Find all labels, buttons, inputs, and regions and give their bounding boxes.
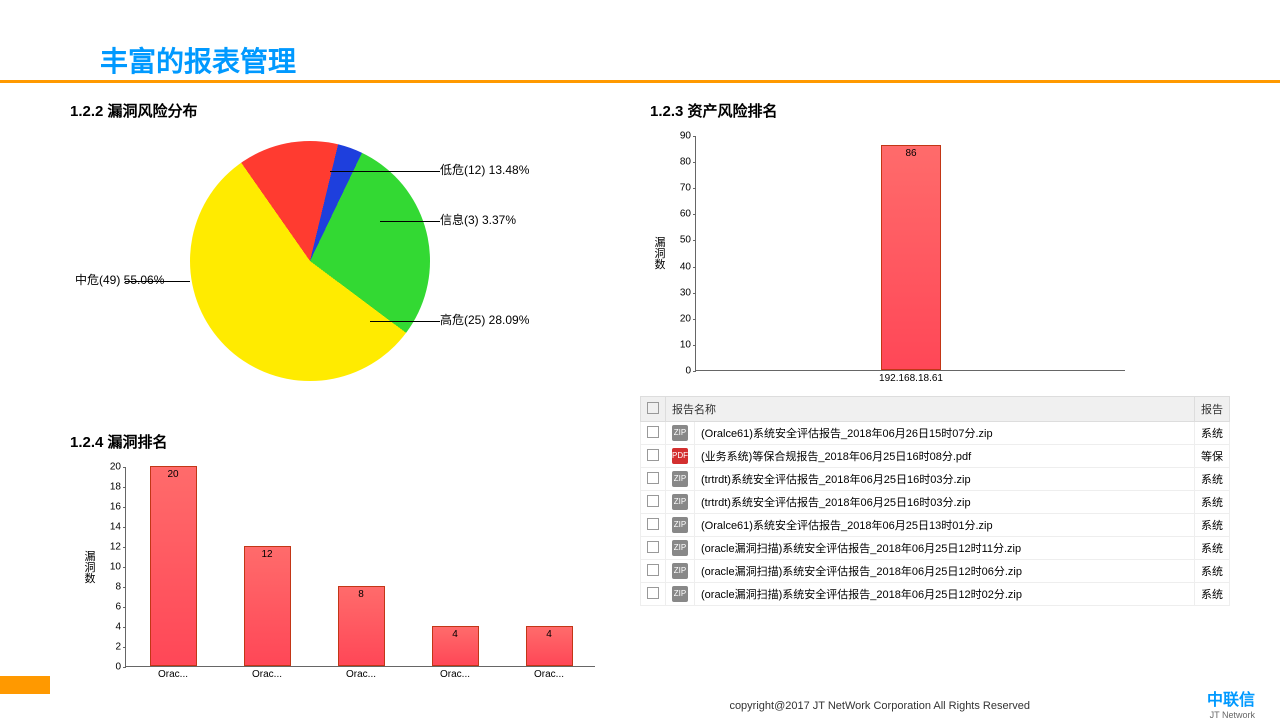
zip-icon: ZIP [672,471,688,487]
company-logo: 中联信 [1207,686,1255,710]
bar: 20 [150,466,197,666]
zip-icon: ZIP [672,517,688,533]
row-checkbox[interactable] [647,449,659,461]
row-checkbox[interactable] [647,587,659,599]
table-row[interactable]: PDF (业务系统)等保合规报告_2018年06月25日16时08分.pdf等保 [641,445,1230,468]
bar-value-label: 4 [527,629,572,640]
col-report-name: 报告名称 [666,397,1195,422]
bar: 12 [244,546,291,666]
row-checkbox[interactable] [647,495,659,507]
pie-section-title: 1.2.2 漏洞风险分布 [70,100,630,121]
report-type-cell: 系统 [1195,468,1230,491]
row-checkbox[interactable] [647,472,659,484]
report-type-cell: 系统 [1195,560,1230,583]
x-tick: 192.168.18.61 [879,370,943,384]
pie-label: 高危(25) 28.09% [440,311,529,328]
x-tick: Orac... [158,666,188,680]
col-report-type: 报告 [1195,397,1230,422]
company-logo-sub: JT Network [1210,710,1255,720]
page-title: 丰富的报表管理 [100,40,296,80]
report-type-cell: 系统 [1195,583,1230,606]
report-name-cell: (oracle漏洞扫描)系统安全评估报告_2018年06月25日12时06分.z… [695,560,1195,583]
pie-chart: 低危(12) 13.48% 信息(3) 3.37% 高危(25) 28.09% 中危(… [70,121,630,421]
report-name-cell: (Oralce61)系统安全评估报告_2018年06月26日15时07分.zip [695,422,1195,445]
y-axis-label: 漏洞数 [651,237,667,270]
bar-value-label: 12 [245,549,290,560]
bar-value-label: 86 [882,148,940,159]
y-axis-label: 漏洞数 [81,550,97,583]
bar: 8 [338,586,385,666]
footer-accent [0,676,50,694]
report-name-cell: (Oralce61)系统安全评估报告_2018年06月25日13时01分.zip [695,514,1195,537]
bar: 86 [881,145,941,370]
zip-icon: ZIP [672,425,688,441]
zip-icon: ZIP [672,586,688,602]
zip-icon: ZIP [672,563,688,579]
report-name-cell: (trtrdt)系统安全评估报告_2018年06月25日16时03分.zip [695,468,1195,491]
row-checkbox[interactable] [647,518,659,530]
table-row[interactable]: ZIP (oracle漏洞扫描)系统安全评估报告_2018年06月25日12时06… [641,560,1230,583]
bar-value-label: 8 [339,589,384,600]
report-name-cell: (trtrdt)系统安全评估报告_2018年06月25日16时03分.zip [695,491,1195,514]
report-type-cell: 系统 [1195,491,1230,514]
pie-label: 中危(49) 55.06% [75,271,164,288]
table-row[interactable]: ZIP (oracle漏洞扫描)系统安全评估报告_2018年06月25日12时11… [641,537,1230,560]
asset-bar-chart: 0102030405060708090漏洞数86192.168.18.61 [695,136,1125,371]
report-name-cell: (oracle漏洞扫描)系统安全评估报告_2018年06月25日12时11分.z… [695,537,1195,560]
report-name-cell: (业务系统)等保合规报告_2018年06月25日16时08分.pdf [695,445,1195,468]
report-type-cell: 等保 [1195,445,1230,468]
bar-value-label: 20 [151,469,196,480]
bar: 4 [432,626,479,666]
x-tick: Orac... [252,666,282,680]
pie-label: 低危(12) 13.48% [440,161,529,178]
select-all-checkbox[interactable] [647,402,659,414]
row-checkbox[interactable] [647,564,659,576]
x-tick: Orac... [440,666,470,680]
pdf-icon: PDF [672,448,688,464]
table-row[interactable]: ZIP (oracle漏洞扫描)系统安全评估报告_2018年06月25日12时02… [641,583,1230,606]
table-row[interactable]: ZIP (trtrdt)系统安全评估报告_2018年06月25日16时03分.zi… [641,468,1230,491]
table-row[interactable]: ZIP (trtrdt)系统安全评估报告_2018年06月25日16时03分.zi… [641,491,1230,514]
report-type-cell: 系统 [1195,422,1230,445]
x-tick: Orac... [346,666,376,680]
bar: 4 [526,626,573,666]
x-tick: Orac... [534,666,564,680]
asset-bar-title: 1.2.3 资产风险排名 [650,100,1230,121]
report-name-cell: (oracle漏洞扫描)系统安全评估报告_2018年06月25日12时02分.z… [695,583,1195,606]
row-checkbox[interactable] [647,541,659,553]
row-checkbox[interactable] [647,426,659,438]
report-table: 报告名称报告 ZIP (Oralce61)系统安全评估报告_2018年06月26日1… [640,396,1230,606]
zip-icon: ZIP [672,540,688,556]
table-row[interactable]: ZIP (Oralce61)系统安全评估报告_2018年06月25日13时01分.… [641,514,1230,537]
copyright-text: copyright@2017 JT NetWork Corporation Al… [729,700,1030,712]
zip-icon: ZIP [672,494,688,510]
vuln-bar-title: 1.2.4 漏洞排名 [70,431,630,452]
table-row[interactable]: ZIP (Oralce61)系统安全评估报告_2018年06月26日15时07分.… [641,422,1230,445]
vuln-bar-chart: 02468101214161820漏洞数20Orac...12Orac...8O… [125,467,595,667]
report-type-cell: 系统 [1195,514,1230,537]
bar-value-label: 4 [433,629,478,640]
report-table-container: 报告名称报告 ZIP (Oralce61)系统安全评估报告_2018年06月26日1… [640,396,1230,606]
header-divider [0,80,1280,83]
report-type-cell: 系统 [1195,537,1230,560]
pie-label: 信息(3) 3.37% [440,211,516,228]
